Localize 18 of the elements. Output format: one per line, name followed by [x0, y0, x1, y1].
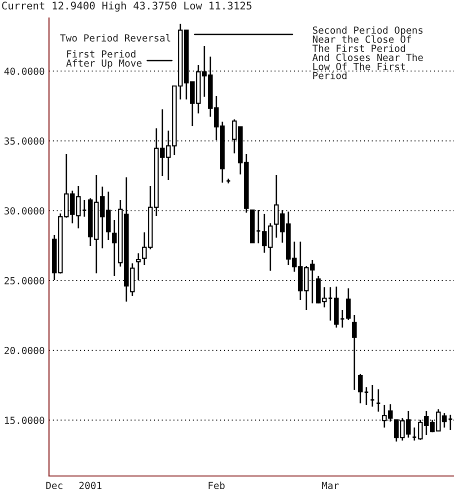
x-tick-label: Mar	[322, 482, 339, 490]
candlestick	[346, 288, 351, 321]
y-tick-label: 30.0000	[4, 207, 44, 215]
candlestick	[376, 388, 381, 412]
y-tick-label: 15.0000	[5, 416, 44, 424]
annotation: Second Period Opens Near the Close Of The First Period And Closes Near The Low Of The First Period	[312, 26, 423, 80]
annotation: Two Period Reversal	[60, 34, 170, 42]
candlestick	[412, 426, 417, 442]
y-tick-label: 40.0000	[4, 68, 44, 75]
y-tick-label: 25.0000	[4, 277, 44, 284]
y-tick-label: 35.0000	[4, 137, 44, 145]
x-tick-label: Dec	[46, 482, 62, 490]
y-tick-label: 20.0000	[4, 346, 44, 354]
x-tick-label: 2001	[79, 482, 102, 490]
chart-title: Current 12.9400 High 43.3750 Low 11.3125	[2, 1, 252, 12]
x-tick-label: Feb	[208, 482, 225, 490]
candlestick	[370, 384, 375, 408]
annotation: First Period After Up Move	[66, 50, 142, 69]
